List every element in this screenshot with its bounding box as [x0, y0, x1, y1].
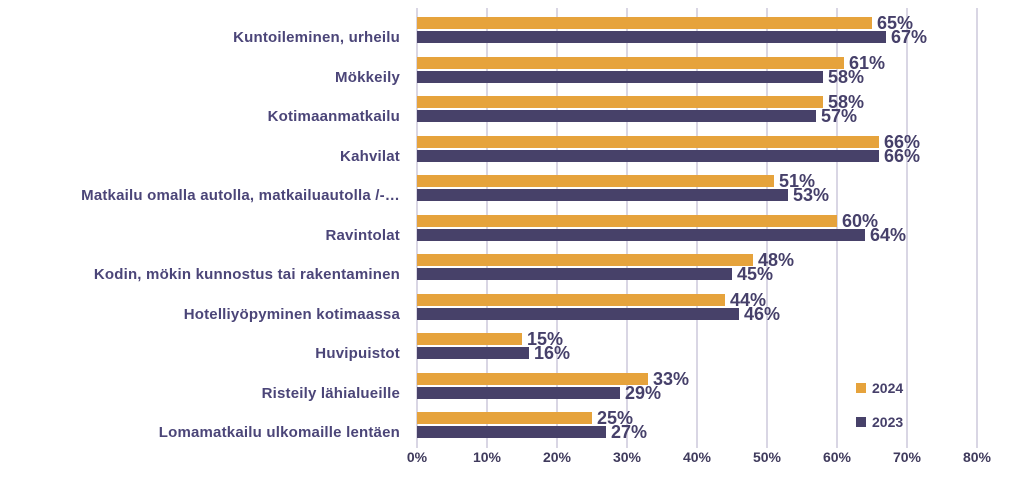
- value-label-2024: 33%: [653, 368, 690, 389]
- category-label: Ravintolat: [325, 226, 400, 244]
- bar-2024: [417, 293, 725, 306]
- bar-2024: [417, 333, 522, 345]
- bar-2024: [417, 372, 648, 385]
- x-axis-tick-label: 0%: [406, 449, 428, 465]
- bar-2023: [417, 347, 529, 359]
- value-label-2024: 15%: [527, 329, 564, 349]
- value-label-2024: 60%: [842, 210, 879, 231]
- x-axis-tick-label: 20%: [542, 449, 572, 465]
- bar-2024: [417, 17, 872, 29]
- bar-2024: [417, 412, 592, 424]
- gridline-70%: [906, 8, 908, 448]
- x-axis-tick-label: 50%: [752, 449, 782, 465]
- category-label: Matkailu omalla autolla, matkailuautolla…: [81, 187, 400, 204]
- category-label: Risteily lähialueille: [261, 384, 400, 402]
- bar-2023: [417, 228, 865, 241]
- value-label-2023: 58%: [828, 66, 865, 87]
- bar-2024: [417, 56, 844, 69]
- bar-2023: [417, 189, 788, 201]
- bar-2024: [417, 175, 774, 187]
- legend-swatch-2023: [856, 417, 866, 427]
- bar-2024: [417, 254, 753, 266]
- category-label: Kahvilat: [340, 147, 400, 165]
- legend-item-2023: 2023: [856, 414, 904, 430]
- gridline-60%: [836, 8, 838, 448]
- x-axis-tick-label: 80%: [962, 449, 992, 465]
- bar-2023: [417, 307, 739, 320]
- bar-2024: [417, 96, 823, 108]
- gridline-10%: [486, 8, 488, 448]
- bar-2023: [417, 426, 606, 438]
- value-label-2024: 48%: [758, 250, 795, 270]
- bar-2024: [417, 135, 879, 148]
- value-label-2024: 25%: [597, 408, 634, 428]
- category-label: Huvipuistot: [315, 345, 400, 362]
- legend-item-2024: 2024: [856, 380, 904, 396]
- value-label-2023: 67%: [891, 27, 928, 47]
- gridline-0%: [416, 8, 418, 448]
- value-label-2023: 27%: [611, 422, 648, 442]
- x-axis-tick-label: 60%: [822, 449, 852, 465]
- x-axis-tick-label: 30%: [612, 449, 642, 465]
- value-label-2024: 61%: [849, 52, 886, 73]
- category-label: Kotimaanmatkailu: [267, 108, 400, 125]
- value-label-2024: 66%: [884, 131, 921, 152]
- value-label-2023: 16%: [534, 343, 571, 363]
- category-label: Mökkeily: [335, 68, 400, 86]
- value-label-2023: 46%: [744, 303, 781, 324]
- x-axis-tick-label: 10%: [472, 449, 502, 465]
- category-label: Hotelliyöpyminen kotimaassa: [183, 305, 400, 323]
- gridline-20%: [556, 8, 558, 448]
- bar-2023: [417, 110, 816, 122]
- value-label-2023: 53%: [793, 185, 830, 205]
- value-label-2024: 51%: [779, 171, 816, 191]
- value-label-2024: 44%: [730, 289, 767, 310]
- category-label: Kodin, mökin kunnostus tai rakentaminen: [93, 266, 400, 283]
- category-label: Lomamatkailu ulkomaille lentäen: [158, 424, 400, 441]
- value-label-2023: 64%: [870, 224, 907, 245]
- bar-2023: [417, 386, 620, 399]
- legend-label-2024: 2024: [872, 380, 904, 396]
- chart-legend: 2024 2023: [856, 380, 904, 449]
- gridline-50%: [766, 8, 768, 448]
- gridline-40%: [696, 8, 698, 448]
- value-label-2023: 45%: [737, 264, 774, 284]
- value-label-2024: 65%: [877, 13, 914, 33]
- bar-2023: [417, 149, 879, 162]
- gridline-80%: [976, 8, 978, 448]
- legend-label-2023: 2023: [872, 414, 904, 430]
- x-axis-tick-label: 40%: [682, 449, 712, 465]
- value-label-2024: 58%: [828, 92, 865, 112]
- value-label-2023: 57%: [821, 106, 858, 126]
- bar-2023: [417, 70, 823, 83]
- gridline-30%: [626, 8, 628, 448]
- category-label: Kuntoileminen, urheilu: [233, 29, 400, 46]
- value-label-2023: 66%: [884, 145, 921, 166]
- bar-2023: [417, 31, 886, 43]
- legend-swatch-2024: [856, 383, 866, 393]
- bar-2023: [417, 268, 732, 280]
- value-label-2023: 29%: [625, 382, 662, 403]
- x-axis-tick-label: 70%: [892, 449, 922, 465]
- bar-2024: [417, 214, 837, 227]
